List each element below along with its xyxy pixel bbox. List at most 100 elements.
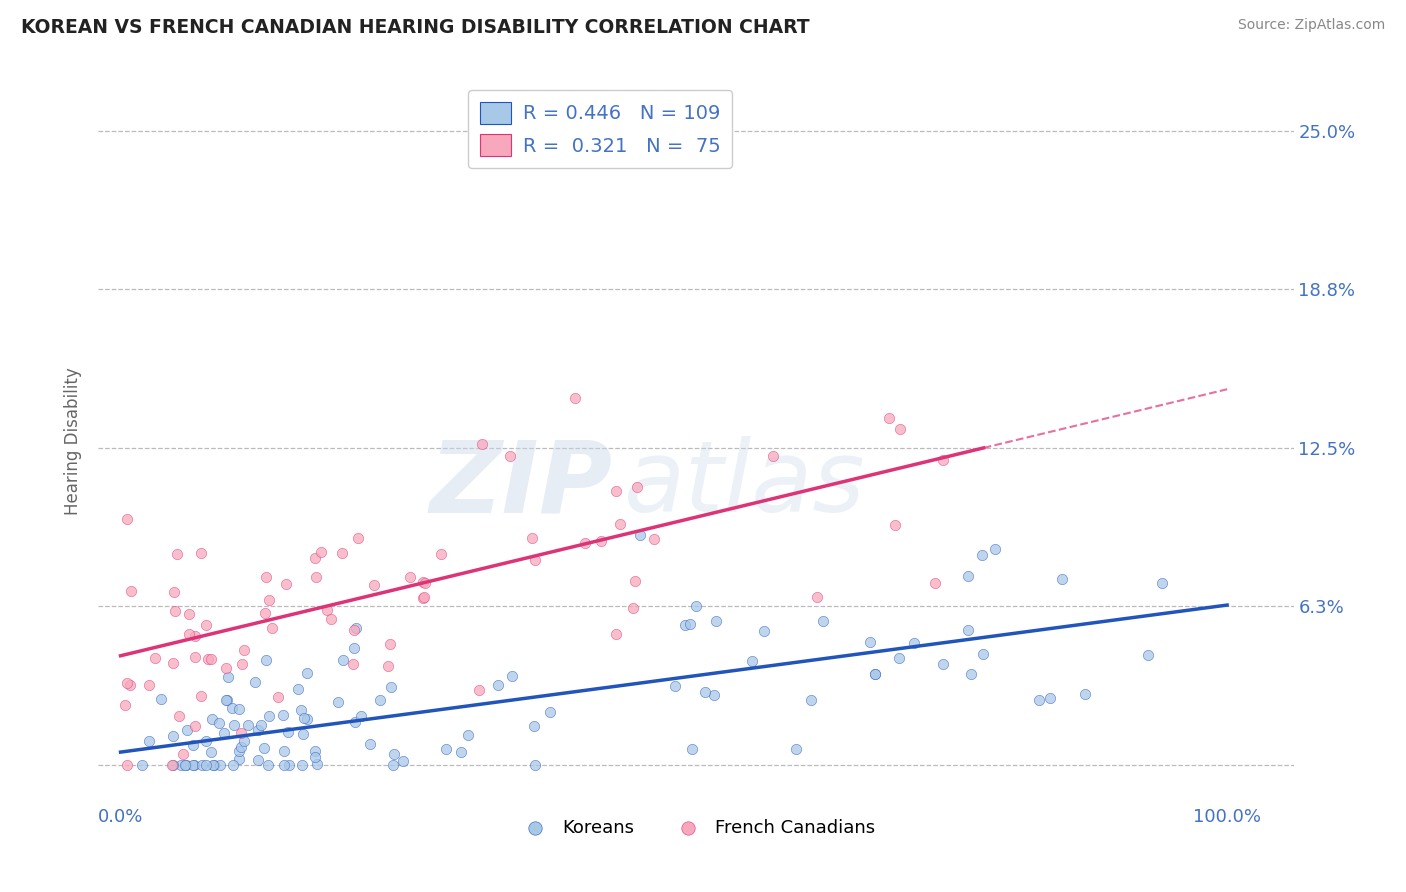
Point <box>278 757 301 772</box>
Point <box>347 531 370 545</box>
Point <box>208 757 231 772</box>
Text: ZIP: ZIP <box>429 436 613 533</box>
Point <box>499 449 522 463</box>
Point <box>363 578 385 592</box>
Point <box>523 553 546 567</box>
Point <box>523 757 546 772</box>
Point <box>250 718 273 732</box>
Point <box>202 757 225 772</box>
Point <box>221 700 243 714</box>
Point <box>806 590 828 604</box>
Point <box>162 729 184 743</box>
Point <box>370 692 392 706</box>
Point <box>305 570 328 584</box>
Y-axis label: Hearing Disability: Hearing Disability <box>65 368 83 516</box>
Point <box>887 650 910 665</box>
Point <box>208 716 231 731</box>
Point <box>222 717 245 731</box>
Point <box>800 693 823 707</box>
Point <box>522 531 544 545</box>
Point <box>179 607 201 621</box>
Point <box>326 695 349 709</box>
Point <box>762 449 785 463</box>
Point <box>290 703 312 717</box>
Point <box>260 621 283 635</box>
Point <box>292 711 315 725</box>
Point <box>162 657 184 671</box>
Point <box>972 647 994 661</box>
Point <box>166 547 188 561</box>
Point <box>538 705 561 719</box>
Point <box>523 719 546 733</box>
Point <box>932 453 955 467</box>
Point <box>120 584 142 599</box>
Point <box>1136 648 1159 662</box>
Point <box>247 753 270 767</box>
Point <box>343 623 366 637</box>
Point <box>502 668 524 682</box>
Point <box>254 570 277 584</box>
Point <box>276 576 298 591</box>
Point <box>344 714 367 729</box>
Point <box>589 533 612 548</box>
Point <box>304 551 326 566</box>
Point <box>200 745 222 759</box>
Point <box>236 717 259 731</box>
Point <box>181 757 204 772</box>
Point <box>984 541 1007 556</box>
Point <box>176 723 198 738</box>
Point <box>228 702 250 716</box>
Point <box>704 614 727 628</box>
Point <box>259 708 281 723</box>
Point <box>277 724 299 739</box>
Point <box>233 734 256 748</box>
Point <box>621 601 644 615</box>
Point <box>195 734 218 748</box>
Point <box>342 657 364 671</box>
Point <box>194 618 217 632</box>
Point <box>741 654 763 668</box>
Point <box>344 622 367 636</box>
Point <box>177 627 200 641</box>
Point <box>200 652 222 666</box>
Point <box>382 757 405 772</box>
Point <box>970 548 993 562</box>
Point <box>190 690 212 704</box>
Point <box>380 680 402 694</box>
Point <box>167 708 190 723</box>
Point <box>574 535 596 549</box>
Point <box>183 757 205 772</box>
Point <box>150 692 173 706</box>
Point <box>183 629 205 643</box>
Point <box>811 614 834 628</box>
Point <box>343 641 366 656</box>
Point <box>377 658 399 673</box>
Point <box>643 532 665 546</box>
Point <box>311 544 333 558</box>
Point <box>131 757 153 772</box>
Point <box>430 547 453 561</box>
Point <box>273 757 295 772</box>
Point <box>259 593 281 607</box>
Point <box>685 599 707 613</box>
Point <box>253 741 276 756</box>
Point <box>114 698 136 712</box>
Point <box>382 747 405 762</box>
Point <box>932 657 955 672</box>
Point <box>212 726 235 740</box>
Point <box>679 616 702 631</box>
Point <box>115 511 138 525</box>
Point <box>673 618 696 632</box>
Point <box>378 637 401 651</box>
Point <box>471 437 494 451</box>
Point <box>457 728 479 742</box>
Point <box>628 527 651 541</box>
Point <box>305 757 328 772</box>
Point <box>315 602 337 616</box>
Point <box>138 678 160 692</box>
Point <box>246 723 269 738</box>
Point <box>217 693 239 707</box>
Point <box>413 590 436 604</box>
Legend: Koreans, French Canadians: Koreans, French Canadians <box>509 812 883 845</box>
Point <box>267 690 290 704</box>
